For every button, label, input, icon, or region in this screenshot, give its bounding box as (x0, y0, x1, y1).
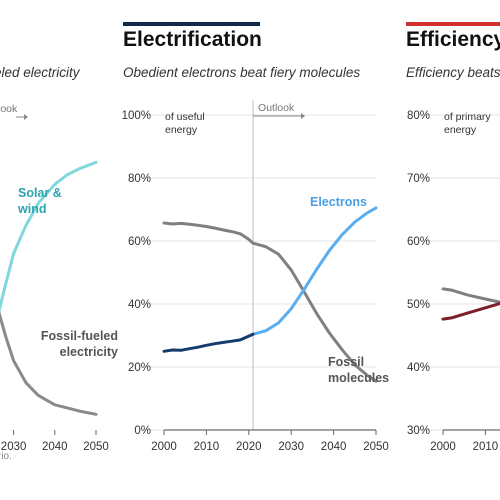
panel-2-x-tick-label: 2000 (151, 441, 177, 453)
fossil-molecules-line (162, 221, 378, 383)
panel-1-outlook-label: look (0, 103, 18, 115)
label-fossil-molecules-line1: Fossil (328, 355, 364, 369)
panel-2-series (162, 206, 378, 383)
panel-1-series-1-line (0, 310, 98, 416)
panel-2-outlook-arrow-head (301, 113, 306, 119)
panel-3-gridlines (423, 114, 500, 431)
panel-3-unit-line2: energy (444, 124, 477, 136)
panel-3-y-axis: 30% 40% 50% 60% 70% 80% (407, 110, 430, 437)
panel-2-unit-line1: of useful (165, 111, 205, 123)
label-electrons: Electrons (310, 195, 367, 209)
panel-efficiency: Efficiency Efficiency beats 30% 40% 50% 60%… (406, 22, 500, 453)
panel-3-title-bar (406, 22, 500, 26)
panel-3-y-tick-label: 70% (407, 173, 430, 185)
panel-2-y-axis: 0% 20% 40% 60% 80% 100% (122, 110, 151, 437)
panel-2-x-tick-label: 2030 (278, 441, 304, 453)
panel-1-x-tick-label: 2050 (83, 441, 109, 453)
panel-3-series (441, 287, 500, 321)
label-fossil-molecules-line2: molecules (328, 371, 389, 385)
source-note: rio. (0, 451, 12, 462)
panel-3-y-tick-label: 30% (407, 425, 430, 437)
panel-3-y-tick-label: 50% (407, 299, 430, 311)
panel-2-title-bar (123, 22, 260, 26)
panel-1-x-axis: 2030 2040 2050 (1, 430, 109, 453)
panel-2-y-tick-label: 0% (134, 425, 151, 437)
panel-2-x-tick-label: 2050 (363, 441, 389, 453)
panel-2-x-tick-label: 2010 (194, 441, 220, 453)
panel-2-subtitle: Obedient electrons beat fiery molecules (123, 65, 360, 80)
panel-2-unit-line2: energy (165, 124, 198, 136)
panel-2-y-tick-label: 80% (128, 173, 151, 185)
panel-1-series-0-line (0, 160, 98, 314)
panel-2-y-tick-label: 20% (128, 362, 151, 374)
electrons-outlook-line (251, 206, 378, 336)
panel-3-y-tick-label: 80% (407, 110, 430, 122)
panel-2-y-tick-label: 60% (128, 236, 151, 248)
panel-3-x-axis: 2000 2010 (430, 429, 500, 453)
panel-3-y-tick-label: 60% (407, 236, 430, 248)
panel-1-outlook-arrow-head (24, 114, 28, 120)
panel-1-x-tick-label: 2030 (1, 441, 27, 453)
panel-3-subtitle: Efficiency beats (406, 65, 500, 80)
panel-2-title: Electrification (123, 28, 262, 51)
panel-3-x-tick-label: 2010 (473, 441, 499, 453)
electrons-history-line (162, 332, 255, 353)
panel-1-series (0, 160, 98, 416)
label-solar-line1: Solar & (18, 186, 62, 200)
label-solar-line2: wind (17, 202, 46, 216)
panel-solar-electricity: eled electricity look 2030 2040 2050 Solar… (0, 65, 118, 462)
panel-1-x-tick-label: 2040 (42, 441, 68, 453)
panel-3-unit-line1: of primary (444, 111, 491, 123)
panel-2-x-axis: 2000 2010 2020 2030 2040 2050 (151, 429, 389, 453)
panel-1-subtitle: eled electricity (0, 65, 81, 80)
panel-2-x-tick-label: 2020 (236, 441, 262, 453)
panel-3-series-0-line (441, 287, 500, 304)
panel-3-x-tick-label: 2000 (430, 441, 456, 453)
panel-2-outlook-label: Outlook (258, 102, 295, 114)
panel-2-y-tick-label: 40% (128, 299, 151, 311)
label-fossil-electricity-line2: electricity (60, 345, 118, 359)
panel-2-y-tick-label: 100% (122, 110, 151, 122)
panel-electrification: Electrification Obedient electrons beat … (122, 22, 389, 453)
panel-3-title: Efficiency (406, 28, 500, 51)
panel-3-series-1-line (441, 301, 500, 321)
label-fossil-electricity-line1: Fossil-fueled (41, 329, 118, 343)
panel-2-x-tick-label: 2040 (321, 441, 347, 453)
panel-3-y-tick-label: 40% (407, 362, 430, 374)
